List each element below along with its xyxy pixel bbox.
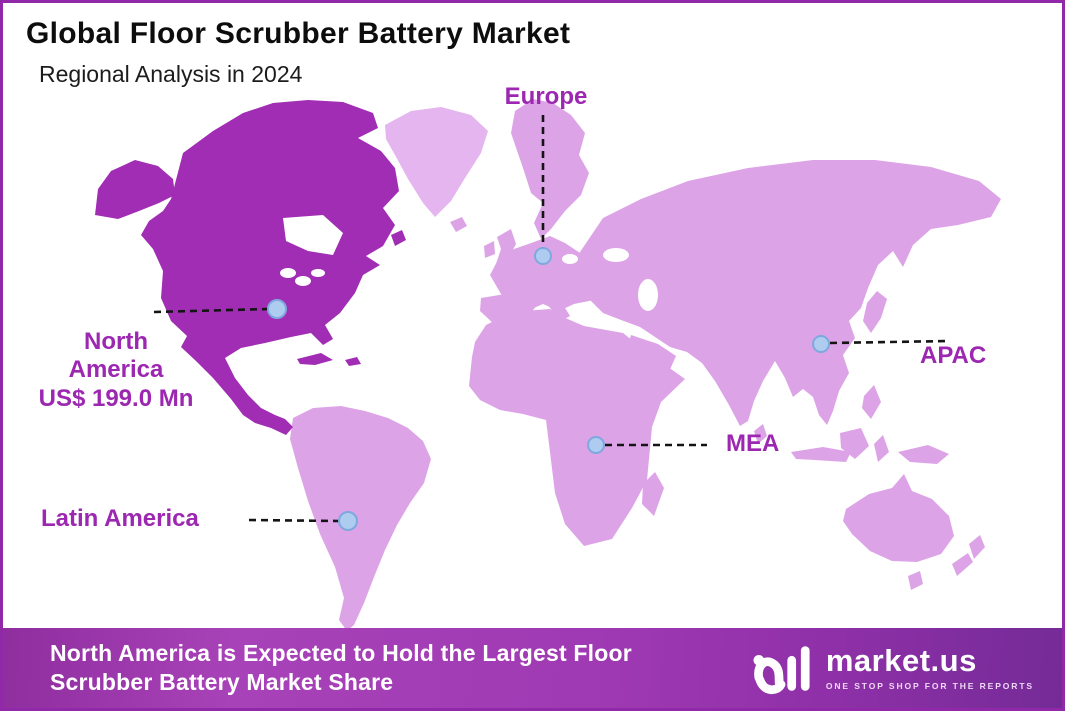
callout-line-apac (829, 339, 951, 345)
label-north-america-value: US$ 199.0 Mn (38, 384, 194, 412)
land-highlight (95, 100, 406, 435)
marker-apac (812, 335, 830, 353)
region-ireland (484, 241, 495, 258)
page-subtitle: Regional Analysis in 2024 (39, 61, 303, 87)
page-title: Global Floor Scrubber Battery Market (26, 17, 571, 50)
region-new-guinea (898, 445, 949, 464)
region-arabia (627, 335, 676, 386)
region-africa (469, 309, 685, 546)
marketus-logo-tagline: ONE STOP SHOP FOR THE REPORTS (825, 681, 1034, 691)
region-indonesia (791, 447, 851, 462)
marketus-logo-name: market.us (825, 643, 977, 678)
region-scandinavia (511, 99, 589, 239)
bottom-banner: North America is Expected to Hold the La… (3, 628, 1062, 708)
region-sri-lanka (754, 424, 767, 444)
region-borneo (840, 428, 869, 459)
marker-europe (534, 247, 552, 265)
region-hispaniola (345, 357, 361, 366)
callout-line-latin-america (248, 518, 340, 523)
marketus-logo-text-block: market.us ONE STOP SHOP FOR THE REPORTS (826, 645, 1034, 691)
region-asia (578, 160, 1001, 426)
region-japan (863, 291, 887, 333)
label-europe: Europe (504, 83, 588, 110)
marker-latin-america (338, 511, 358, 531)
region-philippines (862, 385, 881, 419)
marketus-logo-icon (753, 646, 810, 694)
land-light (290, 99, 1001, 631)
label-north-america: North America US$ 199.0 Mn (26, 328, 206, 413)
region-madagascar (642, 472, 664, 516)
region-north-america (141, 100, 399, 435)
region-iceland (450, 217, 467, 232)
region-new-zealand (952, 535, 985, 576)
region-sulawesi (874, 435, 889, 462)
map-markers (267, 247, 830, 531)
world-map (95, 99, 1001, 631)
label-latin-america: Latin America (41, 505, 199, 532)
region-south-america (290, 406, 431, 631)
inner-seas (562, 248, 658, 311)
region-cuba (297, 353, 333, 365)
region-newfoundland (391, 230, 406, 246)
banner-callout-text: North America is Expected to Hold the La… (50, 640, 632, 695)
region-tasmania (908, 571, 923, 590)
label-north-america-name: North America (68, 328, 164, 384)
north-america-lakes (280, 215, 343, 286)
marker-mea (587, 436, 605, 454)
region-greenland (385, 107, 488, 217)
region-alaska (95, 160, 175, 219)
label-apac: APAC (920, 342, 987, 369)
region-australia (843, 474, 954, 562)
region-svalbard (548, 118, 579, 137)
label-mea: MEA (726, 430, 780, 457)
callout-lines (153, 115, 951, 523)
region-uk (496, 229, 516, 264)
marketus-logo: market.us ONE STOP SHOP FOR THE REPORTS (752, 639, 1034, 697)
region-italy (543, 292, 570, 321)
marker-north-america (267, 299, 287, 319)
